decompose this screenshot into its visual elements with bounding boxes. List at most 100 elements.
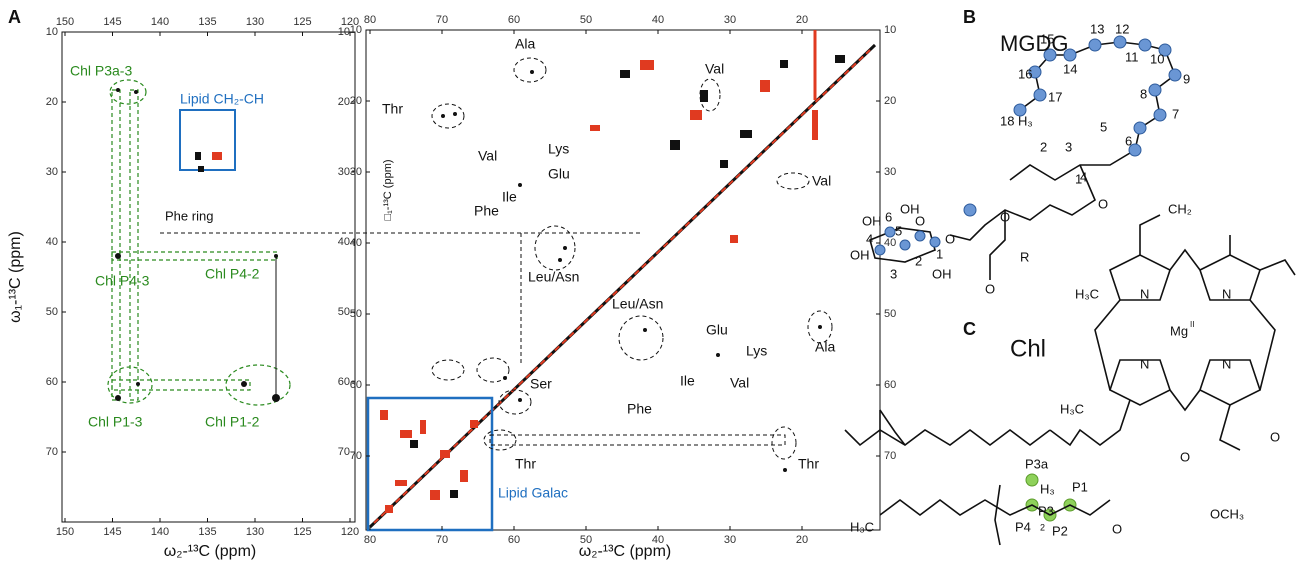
atom-number: 4 — [1080, 169, 1087, 184]
atom-number: 5 — [1100, 119, 1107, 134]
y-tick-label: 70 — [350, 450, 362, 462]
atom-label: OH — [900, 201, 920, 216]
atom-label: OH — [932, 266, 952, 281]
right-plot-frame — [365, 29, 881, 531]
peak — [212, 152, 222, 160]
atom-label: P4 — [1015, 519, 1031, 534]
x-tick-label: 145 — [103, 16, 121, 28]
x-tick-label: 125 — [293, 16, 311, 28]
y-tick-label: 10 — [350, 24, 362, 36]
y-tick-label: 60 — [338, 376, 350, 388]
atom-label: O — [1112, 521, 1122, 536]
y-tick-label: 20 — [350, 95, 362, 107]
atom-number: 14 — [1063, 61, 1077, 76]
atom-label: II — [1190, 320, 1194, 329]
y-tick-label: 20 — [338, 96, 350, 108]
green-box — [111, 251, 278, 261]
y-tick-label: 20 — [46, 96, 58, 108]
y-tick-label: 10 — [46, 26, 58, 38]
circle — [431, 359, 465, 381]
atom-number: 2 — [1040, 139, 1047, 154]
circle — [807, 310, 833, 344]
y-tick-label: 50 — [46, 306, 58, 318]
atom-label: O — [985, 281, 995, 296]
x-tick-label: 30 — [724, 14, 736, 26]
x-tick-label: 130 — [246, 16, 264, 28]
panel-label: C — [963, 319, 976, 339]
x-tick-label: 150 — [56, 16, 74, 28]
annotation: Chl P1-2 — [205, 414, 260, 430]
mgdg-labels: 1 2 3 4 5 6 7 8 9 10 11 12 13 14 15 16 1… — [850, 21, 1190, 296]
atom-label: O — [1000, 209, 1010, 224]
panel-title: MGDG — [1000, 31, 1068, 56]
annotation: Val — [812, 173, 831, 189]
peak — [195, 152, 201, 160]
x-tick-label: 120 — [341, 16, 359, 28]
atom-label: OH — [862, 213, 882, 228]
chain — [989, 210, 1006, 280]
x-tick-label: 50 — [580, 14, 592, 26]
blue-box — [179, 109, 236, 171]
x-tick-label: 60 — [508, 14, 520, 26]
green-box — [111, 89, 121, 401]
annotation: Val — [730, 375, 749, 391]
peak — [115, 253, 121, 259]
circle — [618, 315, 664, 361]
atom-label: 5 — [895, 223, 902, 238]
x-tick-label: 20 — [796, 14, 808, 26]
x-tick-label: 80 — [364, 534, 376, 546]
x-tick-label: 40 — [652, 534, 664, 546]
annotation: Glu — [706, 322, 728, 338]
atom-label: H₃C — [850, 519, 874, 534]
circle — [483, 429, 517, 451]
atom-label: OCH₃ — [1210, 506, 1244, 521]
x-tick-label: 60 — [508, 534, 520, 546]
atom-number: 8 — [1140, 86, 1147, 101]
y-tick-label: 60 — [46, 376, 58, 388]
atom-label: 2 — [915, 253, 922, 268]
atom-number: 11 — [1125, 49, 1139, 64]
green-circle — [109, 79, 147, 105]
y-tick-label: 10 — [338, 26, 350, 38]
y-axis-label: □₁-¹³C (ppm) — [382, 159, 394, 220]
y-tick-label: 40 — [350, 237, 362, 249]
circle — [513, 57, 547, 83]
x-tick-label: 150 — [56, 526, 74, 538]
atom-label: N — [1222, 286, 1231, 301]
panel-title: Chl — [1010, 335, 1046, 362]
y-tick-label: 20 — [884, 95, 896, 107]
atom-number: 3 — [1065, 139, 1072, 154]
x-tick-label: 125 — [293, 526, 311, 538]
annotation: Ala — [815, 339, 835, 355]
annotation: Chl P4-3 — [95, 273, 150, 289]
atom-label: CH₂ — [1168, 201, 1192, 216]
annotation: Chl P1-3 — [88, 414, 143, 430]
chain — [949, 164, 1097, 241]
annotation: Leu/Asn — [528, 269, 579, 285]
atom-number: 16 — [1018, 66, 1032, 81]
atom-label: 1 — [936, 246, 943, 261]
annotation: Chl P4-2 — [205, 266, 260, 282]
annotation: Val — [705, 61, 724, 77]
decoration — [61, 29, 1296, 546]
atom-number: 12 — [1115, 21, 1129, 36]
annotation: Lys — [548, 141, 569, 157]
atom-label: P2 — [1052, 523, 1068, 538]
atom-number: 10 — [1150, 51, 1164, 66]
atom-label: H₃ — [1040, 481, 1055, 496]
porphyrin — [844, 214, 1296, 451]
x-axis-label: ω₂-¹³C (ppm) — [164, 543, 256, 560]
circle — [431, 103, 465, 129]
annotation: Lys — [746, 343, 767, 359]
diagonal — [373, 49, 871, 524]
annotation: Glu — [548, 166, 570, 182]
annotation: Leu/Asn — [612, 296, 663, 312]
x-tick-label: 120 — [341, 526, 359, 538]
x-tick-label: 70 — [436, 14, 448, 26]
atom-label: 3 — [890, 266, 897, 281]
y-tick-label: 60 — [350, 379, 362, 391]
atom-label: P3a — [1025, 456, 1049, 471]
panel-label: A — [8, 7, 21, 27]
atom-label: O — [915, 213, 925, 228]
